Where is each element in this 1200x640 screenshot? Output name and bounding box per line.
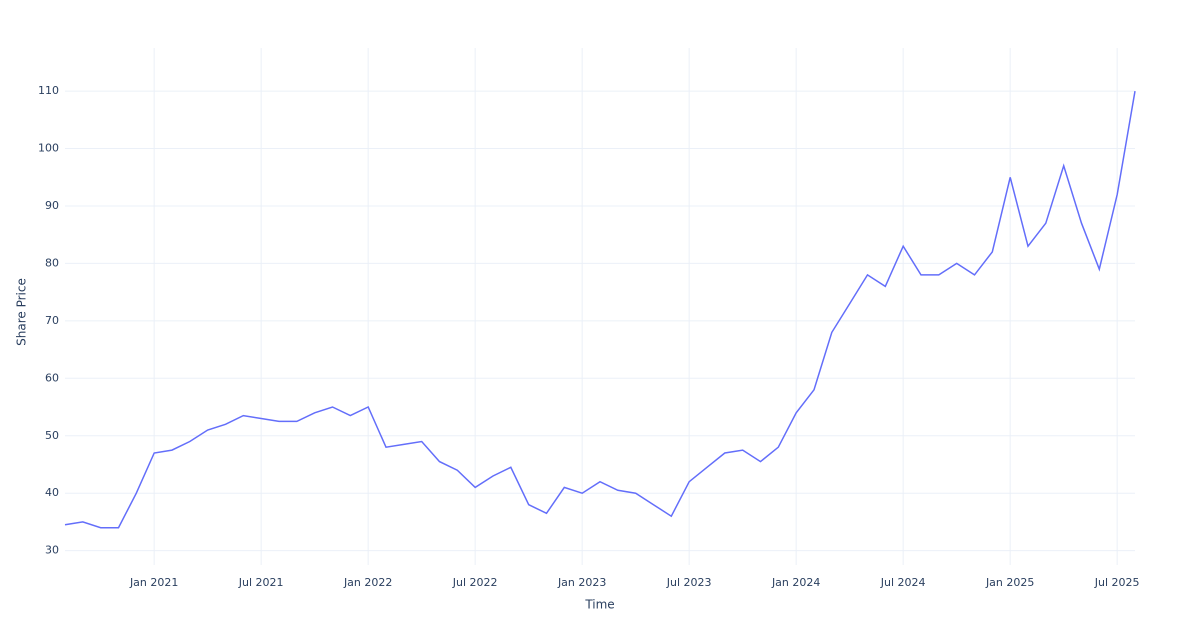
x-tick-label: Jan 2021	[129, 576, 178, 589]
x-tick-label: Jan 2024	[771, 576, 820, 589]
price-line	[64, 90, 1136, 529]
x-tick-label: Jul 2021	[238, 576, 284, 589]
y-tick-label: 110	[38, 84, 59, 97]
y-tick-label: 80	[45, 256, 59, 269]
x-tick-label: Jul 2025	[1094, 576, 1140, 589]
x-tick-label: Jan 2025	[985, 576, 1034, 589]
x-tick-label: Jan 2023	[557, 576, 606, 589]
y-tick-label: 90	[45, 199, 59, 212]
x-axis-title: Time	[584, 598, 614, 612]
x-tick-label: Jul 2022	[452, 576, 498, 589]
y-tick-label: 60	[45, 371, 59, 384]
y-tick-label: 70	[45, 314, 59, 327]
y-tick-label: 40	[45, 486, 59, 499]
y-tick-label: 100	[38, 142, 59, 155]
y-tick-label: 50	[45, 429, 59, 442]
x-tick-label: Jul 2023	[666, 576, 712, 589]
y-axis-title: Share Price	[15, 278, 29, 346]
x-tick-label: Jan 2022	[343, 576, 392, 589]
x-tick-label: Jul 2024	[880, 576, 926, 589]
y-tick-label: 30	[45, 544, 59, 557]
